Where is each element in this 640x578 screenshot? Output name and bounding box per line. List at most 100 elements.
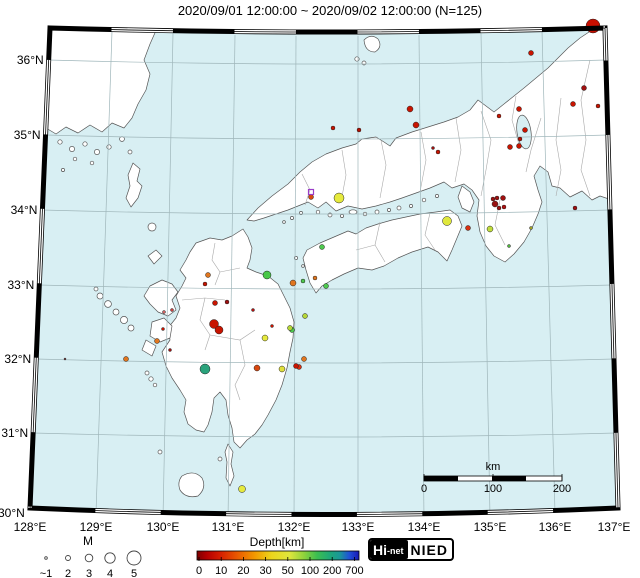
quake-dot: [251, 308, 255, 312]
lat-label: 30°N: [0, 506, 25, 520]
quake-dot: [214, 325, 224, 335]
quake-dot: [442, 216, 452, 226]
lon-label: 137°E: [598, 520, 631, 534]
lat-label: 32°N: [4, 352, 31, 366]
quake-dot: [412, 121, 420, 129]
quake-dot: [161, 327, 165, 331]
quake-dot: [123, 356, 129, 362]
magnitude-tick-label: 5: [131, 568, 137, 578]
magnitude-sample-circle: [44, 556, 48, 560]
lat-label: 34°N: [11, 203, 38, 217]
magnitude-sample-circle: [65, 555, 71, 561]
quake-dot: [308, 194, 314, 200]
quake-dot: [162, 310, 166, 314]
hinet-logo-left: Hi -net: [370, 540, 408, 559]
geography-layer: [30, 28, 618, 498]
magnitude-tick-label: 3: [86, 568, 92, 578]
lon-label: 135°E: [474, 520, 507, 534]
scale-bar-unit: km: [486, 461, 501, 473]
lat-label: 31°N: [1, 426, 28, 440]
koshiki-islands: [144, 370, 158, 388]
quake-dot: [289, 279, 297, 287]
land-amakusa-lower: [141, 339, 157, 357]
depth-tick-label: 20: [237, 565, 249, 577]
magnitude-sample-circle: [84, 553, 94, 563]
land-tsushima: [125, 162, 143, 208]
quake-dot: [209, 319, 219, 329]
hinet-nied-logo: Hi -net NIED: [368, 538, 454, 561]
lon-label: 130°E: [147, 520, 180, 534]
quake-dot: [496, 205, 502, 211]
lon-label: 131°E: [212, 520, 245, 534]
quake-dot: [507, 244, 511, 248]
quake-dot: [319, 244, 325, 250]
quake-dot: [323, 283, 329, 289]
depth-tick-label: 100: [301, 565, 319, 577]
magnitude-tick-label: 4: [107, 568, 113, 578]
quake-dot: [496, 113, 502, 119]
quake-dot: [491, 200, 499, 208]
depth-tick-label: 10: [215, 565, 227, 577]
quake-dot: [516, 106, 522, 112]
depth-legend: Depth[km] 0 10 20 30 50 100 200 700: [196, 535, 364, 577]
land-tanegashima: [224, 443, 235, 487]
quake-dot: [494, 195, 500, 201]
magnitude-sample-circle: [126, 550, 142, 566]
lat-label: 33°N: [7, 278, 34, 292]
lon-label: 132°E: [278, 520, 311, 534]
land-honshu: [246, 28, 618, 263]
quake-dot: [500, 195, 506, 201]
land-nagasaki: [143, 279, 179, 317]
latitude-axis-labels: 36°N 35°N 34°N 33°N 32°N 31°N 30°N: [0, 53, 44, 520]
lon-label: 134°E: [408, 520, 441, 534]
quake-dot: [212, 300, 218, 306]
magnitude-tick-label: 2: [65, 568, 71, 578]
depth-tick-label: 700: [345, 565, 363, 577]
quake-dot: [356, 127, 362, 133]
quake-dot: [486, 225, 494, 233]
hinet-logo-net: -net: [387, 545, 404, 556]
scale-bar-ticks: 0 100 200: [421, 474, 571, 495]
small-island: [217, 456, 223, 462]
quake-dot: [333, 192, 345, 204]
depth-colorbar-ticks: 0 10 20 30 50 100 200 700: [196, 557, 364, 577]
land-oki-small: [354, 56, 360, 62]
hinet-logo-hi: Hi: [373, 541, 387, 558]
magnitude-sample-circle: [104, 552, 116, 564]
quake-dot: [301, 356, 307, 362]
quake-dot: [528, 50, 534, 56]
lon-label: 129°E: [80, 520, 113, 534]
quake-dot: [278, 365, 286, 373]
depth-colorbar: [196, 550, 360, 561]
land-yakushima: [178, 472, 205, 498]
quake-dot: [302, 313, 308, 319]
quake-dot: [63, 357, 67, 361]
depth-tick-label: 200: [323, 565, 341, 577]
land-awaji: [457, 185, 475, 213]
quake-dot: [572, 205, 578, 211]
map-title: 2020/09/01 12:00:00 ~ 2020/09/02 12:00:0…: [178, 3, 482, 18]
quake-dot: [312, 275, 318, 281]
quake-dot: [270, 324, 274, 328]
quake-dot: [293, 363, 299, 369]
quake-dot: [406, 105, 414, 113]
quake-dot: [490, 196, 496, 202]
nied-logo-text: NIED: [410, 541, 448, 558]
graticule: [33, 31, 616, 515]
depth-tick-label: 50: [282, 565, 294, 577]
lat-label: 35°N: [14, 128, 41, 142]
quake-dot: [300, 278, 306, 284]
nied-logo-right: NIED: [408, 540, 452, 559]
quake-dot: [581, 85, 587, 91]
quake-dot: [224, 299, 230, 305]
quake-dot: [570, 101, 576, 107]
quake-dot: [168, 348, 172, 352]
quake-dot: [199, 363, 211, 375]
earthquake-dots-layer: [63, 18, 601, 493]
scale-bar: km 0 100 200: [421, 461, 571, 495]
magnitude-legend-title: M: [83, 534, 93, 548]
quake-dot: [238, 485, 246, 493]
quake-dot: [262, 270, 272, 280]
quake-dot: [465, 225, 471, 231]
